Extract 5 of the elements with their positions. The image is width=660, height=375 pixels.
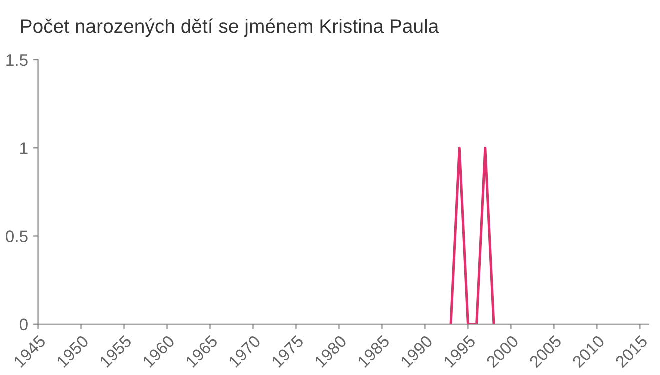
y-tick-label: 0.5	[6, 230, 28, 242]
y-tick-label: 1.5	[6, 54, 28, 66]
y-tick-label: 0	[20, 318, 28, 331]
y-tick-label: 1	[20, 142, 28, 154]
chart-title: Počet narozených dětí se jménem Kristina Paula	[21, 18, 440, 38]
